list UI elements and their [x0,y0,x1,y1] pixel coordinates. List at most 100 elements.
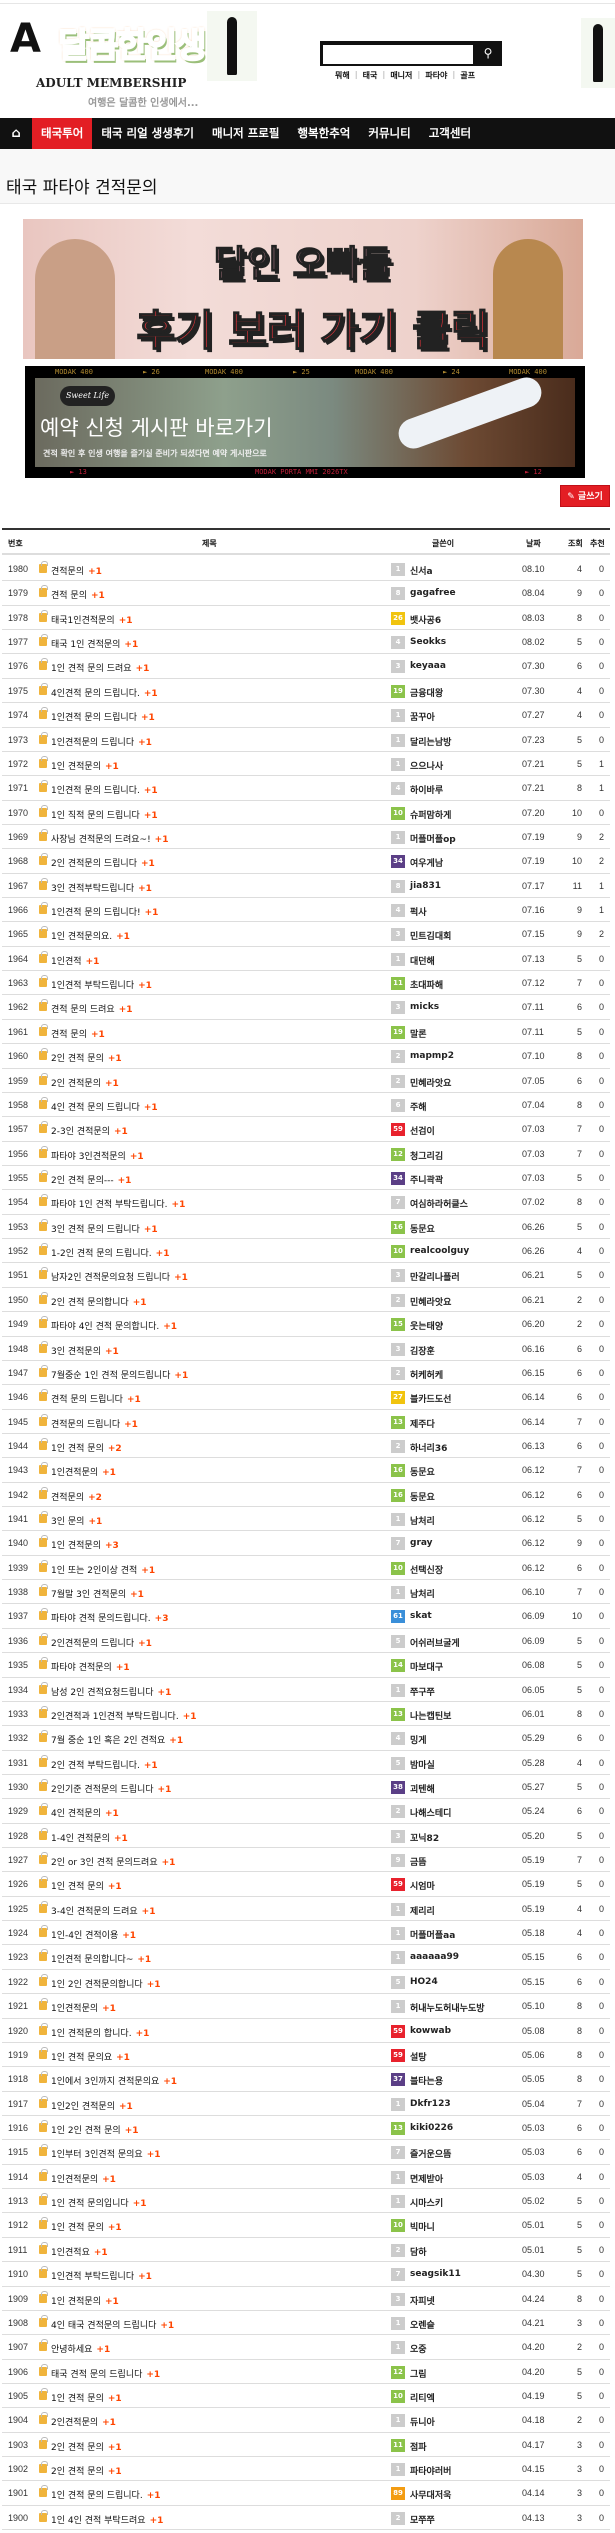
author-name[interactable]: 주니곽곽 [410,1175,444,1186]
post-title-link[interactable]: 2인 견적 문의 +1 [51,1051,122,1064]
table-row[interactable]: 1979 견적 문의 +1 8 gagafree 08.04 9 0 [2,581,610,606]
post-title-link[interactable]: 견적 문의 드립니다 +1 [51,1392,141,1405]
table-row[interactable]: 1962 견적 문의 드려요 +1 3 micks 07.11 6 0 [2,995,610,1020]
author-name[interactable]: 신서a [410,567,433,577]
table-row[interactable]: 1948 3인 견적문의 +1 3 김장훈 06.16 6 0 [2,1337,610,1361]
post-title-link[interactable]: 1인 직적 문의 드립니다 +1 [51,808,158,821]
table-row[interactable]: 1952 1-2인 견적 문의 드립니다. +1 10 realcoolguy 06.26… [2,1239,610,1264]
table-row[interactable]: 1902 2인 견적 문의 +1 1 파타야러버 04.15 3 0 [2,2457,610,2482]
post-title-link[interactable]: 1인 견적 문의 +2 [51,1441,122,1454]
author-name[interactable]: 밍게 [410,1736,427,1747]
author-name[interactable]: 하이바루 [410,786,444,797]
table-row[interactable]: 1949 파타야 4인 견적 문의합니다. +1 15 웃는태양 06.20 2 0 [2,1312,610,1337]
table-row[interactable]: 1954 파타야 1인 견적 부탁드립니다. +1 7 여심하라허클스 07.02 8 0 [2,1190,610,1215]
author-name[interactable]: mapmp2 [410,1051,454,1062]
author-name[interactable]: 나는캡틴보 [410,1711,452,1722]
author-name[interactable]: 블카드도선 [410,1395,452,1406]
author-name[interactable]: gray [410,1538,433,1549]
author-name[interactable]: 리티엑 [410,2393,435,2404]
post-title-link[interactable]: 1인 견적 문의입니다 +1 [51,2196,147,2209]
table-row[interactable]: 1939 1인 또는 2인이상 견적 +1 10 선택신장 06.12 6 0 [2,1556,610,1581]
nav-item[interactable]: 커뮤니티 [368,126,411,140]
post-title-link[interactable]: 2인 견적문의 +1 [51,1076,119,1089]
table-row[interactable]: 1901 1인 견적 문의 드립니다. +1 89 사무대저욱 04.14 3 0 [2,2481,610,2506]
table-row[interactable]: 1909 1인 견적문의 +1 3 자피넷 04.24 8 0 [2,2287,610,2311]
nav-item[interactable]: 태국투어 [32,118,93,149]
post-title-link[interactable]: 2인 견적 문의 +1 [51,2464,122,2477]
author-name[interactable]: 대던해 [410,956,435,967]
post-title-link[interactable]: 1인 견적문의 +1 [51,2294,119,2307]
post-title-link[interactable]: 3-4인 견적문의 드려요 +1 [51,1904,155,1917]
author-name[interactable]: 면제받아 [410,2174,444,2185]
table-row[interactable]: 1978 태국1인견적문의 +1 26 뱃사공6 08.03 8 0 [2,606,610,631]
author-name[interactable]: seagsik11 [410,2269,461,2280]
author-name[interactable]: keyaaa [410,661,446,672]
table-row[interactable]: 1972 1인 견적문의 +1 1 으으나사 07.21 5 1 [2,752,610,777]
post-title-link[interactable]: 2인 견적문의 드립니다 +1 [51,856,155,869]
post-title-link[interactable]: 태국 견적 문의 드립니다 +1 [51,2367,160,2380]
nav-item[interactable]: 매니저 프로필 [211,126,280,140]
table-row[interactable]: 1922 1인 2인 견적문의합니다 +1 5 HO24 05.15 6 0 [2,1970,610,1995]
col-views[interactable]: 조회 [568,539,583,548]
author-name[interactable]: 으으나사 [410,761,444,772]
author-name[interactable]: 꿈꾸아 [410,713,435,724]
author-name[interactable]: HO24 [410,1976,438,1987]
table-row[interactable]: 1955 2인 견적 문의--- +1 34 주니곽곽 07.03 5 0 [2,1166,610,1191]
table-row[interactable]: 1966 1인견적 문의 드립니다! +1 4 퍽사 07.16 9 1 [2,898,610,923]
table-row[interactable]: 1960 2인 견적 문의 +1 2 mapmp2 07.10 8 0 [2,1044,610,1069]
post-title-link[interactable]: 1인 견적 문의 드려요 +1 [51,661,149,674]
table-row[interactable]: 1958 4인 견적 문의 드립니다 +1 6 주해 07.04 8 0 [2,1093,610,1118]
table-row[interactable]: 1905 1인 견적 문의 +1 10 리티엑 04.19 5 0 [2,2384,610,2409]
post-title-link[interactable]: 1인에서 3인까지 견적문의요 +1 [51,2074,177,2087]
quick-link[interactable]: 파타야 [425,71,448,80]
post-title-link[interactable]: 1인-4인 견적이용 +1 [51,1928,136,1941]
table-row[interactable]: 1969 사장님 견적문의 드려요~! +1 1 머플머플op 07.19 9 2 [2,825,610,850]
post-title-link[interactable]: 태국 1인 견적문의 +1 [51,637,138,650]
post-title-link[interactable]: 7월 중순 1인 혹은 2인 견적요 +1 [51,1733,183,1746]
post-title-link[interactable]: 2인 견적 부탁드립니다. +1 [51,1758,158,1771]
table-row[interactable]: 1977 태국 1인 견적문의 +1 4 Seokks 08.02 5 0 [2,630,610,655]
post-title-link[interactable]: 1-2인 견적 문의 드립니다. +1 [51,1246,169,1259]
table-row[interactable]: 1910 1인견적 부탁드립니다 +1 7 seagsik11 04.30 5 0 [2,2262,610,2287]
post-title-link[interactable]: 1인부터 3인견적 문의요 +1 [51,2147,161,2160]
author-name[interactable]: 담하 [410,2247,427,2258]
post-title-link[interactable]: 1인 견적문의 합니다. +1 [51,2026,149,2039]
table-row[interactable]: 1937 파타야 견적 문의드립니다. +3 61 skat 06.09 10 0 [2,1604,610,1629]
table-row[interactable]: 1932 7월 중순 1인 혹은 2인 견적요 +1 4 밍게 05.29 6 0 [2,1726,610,1751]
table-row[interactable]: 1971 1인견적 문의 드립니다. +1 4 하이바루 07.21 8 1 [2,776,610,801]
author-name[interactable]: realcoolguy [410,1246,470,1257]
post-title-link[interactable]: 1인견적 문의 드립니다. +1 [51,783,158,796]
table-row[interactable]: 1936 2인견적문의 드립니다 +1 5 어쉬러브굴게 06.09 5 0 [2,1629,610,1654]
post-title-link[interactable]: 4인 견적 문의 드립니다 +1 [51,1100,158,1113]
author-name[interactable]: 머플머플aa [410,1931,456,1942]
site-logo[interactable]: A 달콤한인생 ADULT MEMBERSHIP 여행은 달콤한 인생에서... [8,12,258,109]
author-name[interactable]: 제주다 [410,1419,435,1430]
author-name[interactable]: 남처리 [410,1590,435,1601]
write-button[interactable]: ✎ 글쓰기 [560,485,610,507]
post-title-link[interactable]: 1인 또는 2인이상 견적 +1 [51,1563,155,1576]
table-row[interactable]: 1980 견적문의 +1 1 신서a 08.10 4 0 [2,557,610,582]
author-name[interactable]: 선검이 [410,1127,435,1138]
table-row[interactable]: 1976 1인 견적 문의 드려요 +1 3 keyaaa 07.30 6 0 [2,654,610,679]
author-name[interactable]: 오렌슬 [410,2320,435,2331]
table-row[interactable]: 1921 1인견적문의 +1 1 허내누도허내누도방 05.10 8 0 [2,1994,610,2019]
post-title-link[interactable]: 견적 문의 드려요 +1 [51,1002,133,1015]
author-name[interactable]: 김장훈 [410,1346,435,1357]
table-row[interactable]: 1920 1인 견적문의 합니다. +1 59 kowwab 05.08 8 0 [2,2019,610,2043]
author-name[interactable]: 모쭈쭈 [410,2515,435,2526]
post-title-link[interactable]: 견적 문의 +1 [51,588,105,601]
post-title-link[interactable]: 1-4인 견적문의 +1 [51,1831,128,1844]
table-row[interactable]: 1964 1인견적 +1 1 대던해 07.13 5 0 [2,947,610,972]
author-name[interactable]: 웃는태양 [410,1322,444,1333]
table-row[interactable]: 1927 2인 or 3인 견적 문의드려요 +1 9 금뜸 05.19 7 0 [2,1848,610,1873]
table-row[interactable]: 1928 1-4인 견적문의 +1 3 꼬닉82 05.20 5 0 [2,1824,610,1849]
author-name[interactable]: 민혜라앗요 [410,1297,452,1308]
table-row[interactable]: 1953 3인 견적 문의 드립니다 +1 16 동문요 06.26 5 0 [2,1215,610,1240]
search-input[interactable] [323,45,473,64]
table-row[interactable]: 1915 1인부터 3인견적 문의요 +1 7 즐거운으뜸 05.03 6 0 [2,2140,610,2165]
table-row[interactable]: 1925 3-4인 견적문의 드려요 +1 1 제리리 05.19 4 0 [2,1897,610,1922]
table-row[interactable]: 1913 1인 견적 문의입니다 +1 1 시마스키 05.02 5 0 [2,2189,610,2214]
table-row[interactable]: 1917 1인2인 견적문의 +1 1 Dkfr123 05.04 7 0 [2,2092,610,2116]
quick-link[interactable]: 태국 [362,71,378,80]
author-name[interactable]: 제리리 [410,1906,435,1917]
